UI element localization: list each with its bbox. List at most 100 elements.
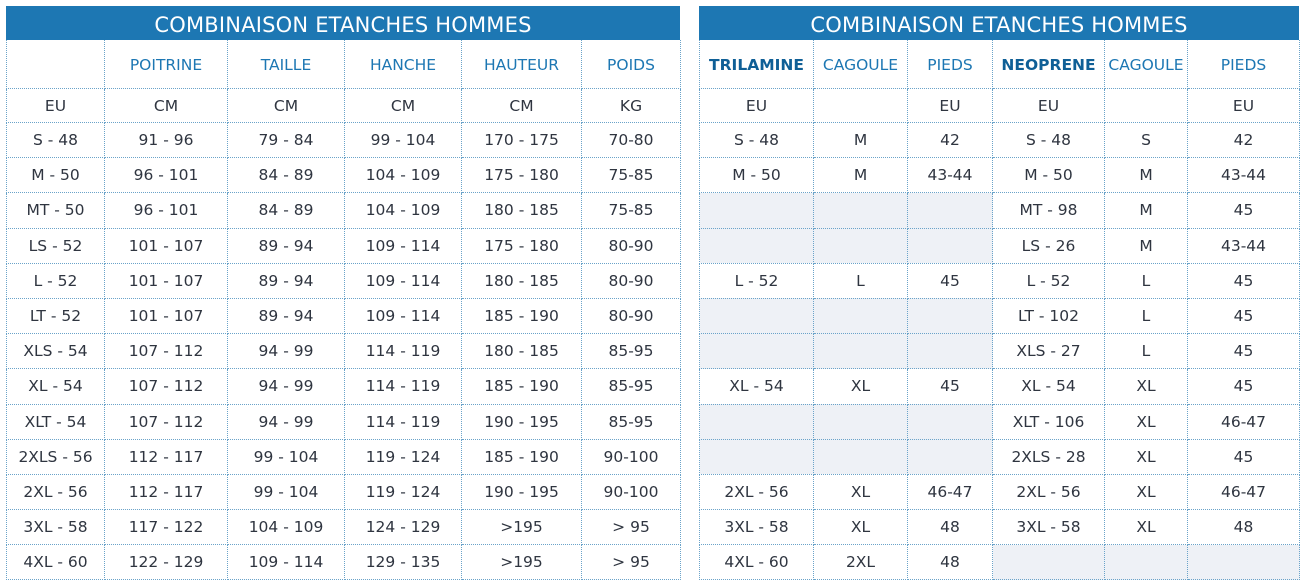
table-cell: 107 - 112 xyxy=(104,404,228,440)
table-cell: 180 - 185 xyxy=(461,192,582,229)
table-cell xyxy=(907,439,993,475)
table-cell xyxy=(813,439,908,475)
table-cell: > 95 xyxy=(581,509,681,546)
table-cell: L - 52 xyxy=(699,263,814,299)
table-cell xyxy=(813,404,908,440)
table-cell xyxy=(1187,544,1300,580)
table-cell: 91 - 96 xyxy=(104,122,228,159)
table-cell: 114 - 119 xyxy=(344,368,462,405)
unit-cell: CM xyxy=(227,88,345,123)
table-cell: 3XL - 58 xyxy=(992,509,1105,546)
column-header: PIEDS xyxy=(1187,40,1300,89)
unit-row: EU EU EU EU xyxy=(699,88,1300,123)
table-cell: 104 - 109 xyxy=(227,509,345,546)
table-cell: XLS - 54 xyxy=(6,333,105,370)
table-cell xyxy=(699,228,814,264)
table-cell: XL xyxy=(813,474,908,511)
table-row: S - 48 91 - 96 79 - 84 99 - 104 170 - 175 70-… xyxy=(6,122,681,159)
column-header: TAILLE xyxy=(227,40,345,89)
table-row: XL - 54 107 - 112 94 - 99 114 - 119 185 - 19… xyxy=(6,368,681,405)
table-cell: 90-100 xyxy=(581,474,681,511)
table-row: XLT - 106 XL 46-47 xyxy=(699,404,1300,440)
table-cell: 109 - 114 xyxy=(344,228,462,264)
table-cell: S xyxy=(1104,122,1188,159)
unit-cell: KG xyxy=(581,88,681,123)
table-cell: 101 - 107 xyxy=(104,228,228,264)
table-cell: 109 - 114 xyxy=(344,263,462,299)
table-cell: 104 - 109 xyxy=(344,157,462,194)
table-cell: 107 - 112 xyxy=(104,368,228,405)
table-row: 4XL - 60 2XL 48 xyxy=(699,544,1300,580)
table-cell: XL xyxy=(1104,404,1188,440)
table-cell xyxy=(699,333,814,370)
table-cell: M xyxy=(813,122,908,159)
table-cell: S - 48 xyxy=(992,122,1105,159)
table-cell: 94 - 99 xyxy=(227,404,345,440)
table-cell: XL - 54 xyxy=(992,368,1105,405)
table-cell: 185 - 190 xyxy=(461,298,582,335)
column-header: NEOPRENE xyxy=(992,40,1105,89)
table-cell: XL xyxy=(813,368,908,405)
table-cell: M - 50 xyxy=(992,157,1105,194)
table-cell: XL - 54 xyxy=(699,368,814,405)
unit-cell: CM xyxy=(344,88,462,123)
table-cell: M xyxy=(1104,228,1188,264)
table-cell: 101 - 107 xyxy=(104,298,228,335)
table-cell: 75-85 xyxy=(581,192,681,229)
table-cell: 85-95 xyxy=(581,333,681,370)
table-cell: 89 - 94 xyxy=(227,228,345,264)
table-cell: 45 xyxy=(1187,368,1300,405)
table-cell: L - 52 xyxy=(992,263,1105,299)
table-cell: 112 - 117 xyxy=(104,474,228,511)
table-cell: 99 - 104 xyxy=(344,122,462,159)
table-row: LS - 26 M 43-44 xyxy=(699,228,1300,264)
table-cell: 96 - 101 xyxy=(104,192,228,229)
table-cell xyxy=(1104,544,1188,580)
table-cell: 48 xyxy=(1187,509,1300,546)
table-cell: 89 - 94 xyxy=(227,263,345,299)
table-cell: 99 - 104 xyxy=(227,474,345,511)
table-cell: 96 - 101 xyxy=(104,157,228,194)
table-row: XLT - 54 107 - 112 94 - 99 114 - 119 190 - 1… xyxy=(6,404,681,440)
table-cell: L xyxy=(1104,333,1188,370)
table-cell: 185 - 190 xyxy=(461,439,582,475)
table-cell xyxy=(907,192,993,229)
table-cell: 119 - 124 xyxy=(344,439,462,475)
table-cell: 3XL - 58 xyxy=(699,509,814,546)
unit-cell: CM xyxy=(461,88,582,123)
table-cell: LT - 52 xyxy=(6,298,105,335)
table-cell xyxy=(813,333,908,370)
table-cell: 119 - 124 xyxy=(344,474,462,511)
table-cell: M xyxy=(1104,157,1188,194)
table-cell: 43-44 xyxy=(907,157,993,194)
table-row: LT - 52 101 - 107 89 - 94 109 - 114 185 - 19… xyxy=(6,298,681,335)
column-header: CAGOULE xyxy=(813,40,908,89)
column-header: HANCHE xyxy=(344,40,462,89)
table-cell: 114 - 119 xyxy=(344,404,462,440)
column-header xyxy=(6,40,105,89)
table-cell: L - 52 xyxy=(6,263,105,299)
table-cell: 124 - 129 xyxy=(344,509,462,546)
column-header: HAUTEUR xyxy=(461,40,582,89)
table-cell: M - 50 xyxy=(699,157,814,194)
table-cell: 2XL - 56 xyxy=(992,474,1105,511)
table-cell: 2XL - 56 xyxy=(6,474,105,511)
table-row: XLS - 27 L 45 xyxy=(699,333,1300,370)
table-cell: M - 50 xyxy=(6,157,105,194)
table-cell: 70-80 xyxy=(581,122,681,159)
table-cell xyxy=(699,439,814,475)
table-cell: 112 - 117 xyxy=(104,439,228,475)
column-header: CAGOULE xyxy=(1104,40,1188,89)
left-table-title: COMBINAISON ETANCHES HOMMES xyxy=(6,6,680,40)
table-cell: XLT - 106 xyxy=(992,404,1105,440)
table-cell: S - 48 xyxy=(699,122,814,159)
header-row: TRILAMINE CAGOULE PIEDS NEOPRENE CAGOULE PIED… xyxy=(699,40,1300,89)
table-cell: 170 - 175 xyxy=(461,122,582,159)
table-cell: 122 - 129 xyxy=(104,544,228,580)
table-cell: L xyxy=(1104,263,1188,299)
table-cell: > 95 xyxy=(581,544,681,580)
unit-cell: EU xyxy=(6,88,105,123)
table-cell: 75-85 xyxy=(581,157,681,194)
table-cell: LT - 102 xyxy=(992,298,1105,335)
table-cell: 42 xyxy=(1187,122,1300,159)
